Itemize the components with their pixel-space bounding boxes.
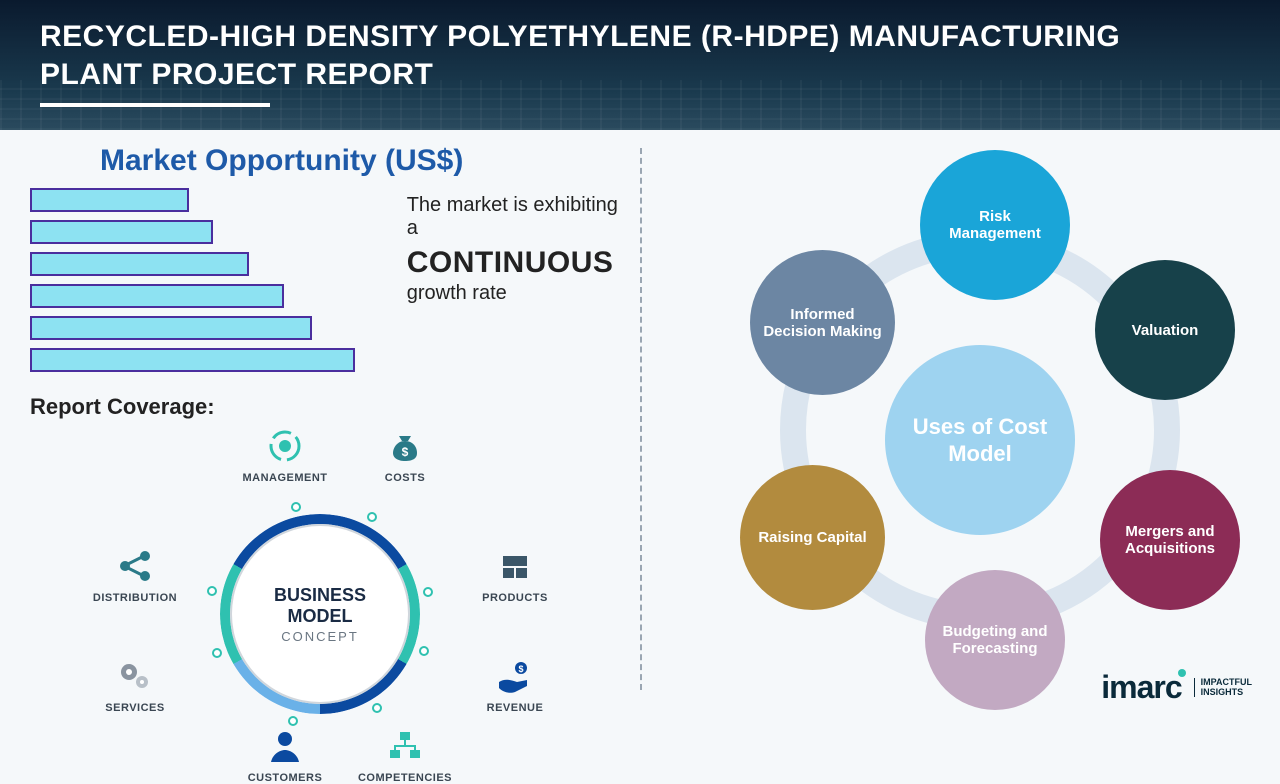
hub-label: Uses of Cost Model: [885, 413, 1075, 468]
hand-coin-icon: $: [493, 654, 537, 698]
coverage-label: DISTRIBUTION: [80, 592, 190, 604]
chart-bar: [30, 252, 249, 276]
coverage-label: MANAGEMENT: [230, 472, 340, 484]
market-opportunity-title: Market Opportunity (US$): [100, 144, 630, 178]
money-bag-icon: $: [383, 424, 427, 468]
coverage-label: PRODUCTS: [460, 592, 570, 604]
caption-line-1: The market is exhibiting a: [407, 194, 630, 240]
title-underline: [40, 103, 270, 107]
brand-logo: imarc IMPACTFUL INSIGHTS: [1101, 669, 1252, 706]
coverage-node-management: MANAGEMENT: [230, 424, 340, 484]
coverage-node-distribution: DISTRIBUTION: [80, 544, 190, 604]
left-column: Market Opportunity (US$) The market is e…: [0, 130, 640, 720]
coverage-label: COMPETENCIES: [350, 772, 460, 784]
report-coverage-title: Report Coverage:: [30, 394, 630, 420]
org-icon: [383, 724, 427, 768]
chart-bar: [30, 316, 312, 340]
coverage-label: SERVICES: [80, 702, 190, 714]
connector-dot: [419, 646, 429, 656]
coverage-node-customers: CUSTOMERS: [230, 724, 340, 784]
connector-dot: [212, 648, 222, 658]
cost-model-diagram: Uses of Cost Model Risk ManagementValuat…: [700, 150, 1260, 710]
caption-line-2: growth rate: [407, 282, 630, 305]
cost-node-raising-capital: Raising Capital: [740, 465, 885, 610]
brand-tagline: IMPACTFUL INSIGHTS: [1194, 678, 1252, 698]
gears-icon: [113, 654, 157, 698]
page-title: RECYCLED-HIGH DENSITY POLYETHYLENE (R-HD…: [40, 18, 1240, 93]
bm-center-line-1: BUSINESS: [274, 585, 366, 606]
chart-bar: [30, 348, 355, 372]
caption-emphasis: CONTINUOUS: [407, 246, 630, 280]
coverage-node-services: SERVICES: [80, 654, 190, 714]
growth-bar-chart: [30, 188, 383, 380]
svg-text:$: $: [402, 445, 409, 459]
cost-node-informed-decision-making: Informed Decision Making: [750, 250, 895, 395]
title-line-2: PLANT PROJECT REPORT: [40, 58, 433, 91]
brand-dot-icon: [1178, 669, 1186, 677]
market-opportunity-row: The market is exhibiting a CONTINUOUS gr…: [30, 188, 630, 380]
right-column: Uses of Cost Model Risk ManagementValuat…: [640, 130, 1280, 720]
chart-bar: [30, 188, 189, 212]
connector-dot: [288, 716, 298, 726]
bulb-cycle-icon: [263, 424, 307, 468]
chart-bar: [30, 220, 213, 244]
brand-name: imarc: [1101, 669, 1185, 706]
bm-center-sub: CONCEPT: [281, 629, 359, 644]
cost-node-valuation: Valuation: [1095, 260, 1235, 400]
connector-dot: [291, 502, 301, 512]
connector-dot: [207, 586, 217, 596]
connector-dot: [372, 703, 382, 713]
column-divider: [640, 148, 642, 690]
coverage-label: REVENUE: [460, 702, 570, 714]
bm-center-line-2: MODEL: [288, 606, 353, 627]
connector-dot: [367, 512, 377, 522]
boxes-icon: [493, 544, 537, 588]
share-icon: [113, 544, 157, 588]
connector-dot: [423, 587, 433, 597]
coverage-node-costs: $ COSTS: [350, 424, 460, 484]
content-area: Market Opportunity (US$) The market is e…: [0, 130, 1280, 720]
chart-bar: [30, 284, 284, 308]
coverage-label: CUSTOMERS: [230, 772, 340, 784]
person-icon: [263, 724, 307, 768]
cost-node-risk-management: Risk Management: [920, 150, 1070, 300]
svg-text:$: $: [518, 664, 523, 674]
cost-node-budgeting-and-forecasting: Budgeting and Forecasting: [925, 570, 1065, 710]
coverage-node-revenue: $ REVENUE: [460, 654, 570, 714]
cost-model-hub: Uses of Cost Model: [885, 345, 1075, 535]
coverage-node-products: PRODUCTS: [460, 544, 570, 604]
business-model-diagram: BUSINESS MODEL CONCEPT MANAGEMENT $ COSTS P…: [30, 424, 610, 764]
business-model-center: BUSINESS MODEL CONCEPT: [230, 524, 410, 704]
header-banner: RECYCLED-HIGH DENSITY POLYETHYLENE (R-HD…: [0, 0, 1280, 130]
cost-node-mergers-and-acquisitions: Mergers and Acquisitions: [1100, 470, 1240, 610]
coverage-node-competencies: COMPETENCIES: [350, 724, 460, 784]
growth-caption: The market is exhibiting a CONTINUOUS gr…: [407, 188, 630, 380]
coverage-label: COSTS: [350, 472, 460, 484]
title-line-1: RECYCLED-HIGH DENSITY POLYETHYLENE (R-HD…: [40, 20, 1120, 53]
